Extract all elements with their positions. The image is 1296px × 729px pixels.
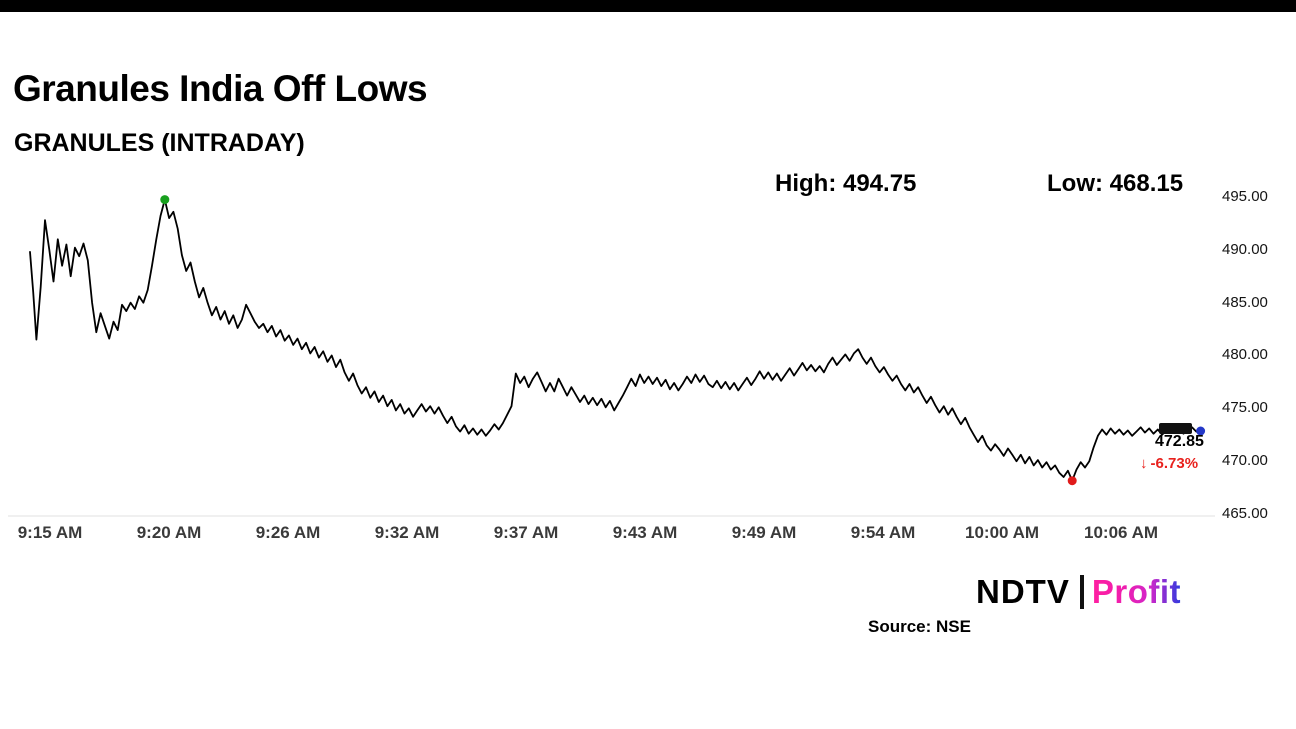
chart-subtitle: GRANULES (INTRADAY) — [14, 129, 305, 157]
down-arrow-icon: ↓ — [1140, 455, 1148, 472]
x-tick-label: 9:49 AM — [731, 523, 797, 542]
last-price-label: 472.85 — [1155, 433, 1204, 450]
low-point-marker — [1067, 476, 1077, 486]
x-tick-label: 9:32 AM — [374, 523, 440, 542]
last-price-marker — [1159, 423, 1192, 434]
logo-separator — [1079, 575, 1084, 609]
x-tick-label: 9:15 AM — [17, 523, 83, 542]
x-tick-label: 9:54 AM — [850, 523, 916, 542]
price-line — [29, 198, 1202, 482]
y-tick-label: 470.00 — [1222, 452, 1268, 470]
price-change-percent: -6.73% — [1150, 455, 1199, 472]
y-tick-label: 475.00 — [1222, 399, 1268, 417]
ndtv-logo-text: NDTV — [976, 573, 1070, 610]
low-value-label: Low: 468.15 — [1047, 170, 1184, 197]
high-point-marker — [160, 195, 170, 205]
chart-title: Granules India Off Lows — [13, 68, 428, 109]
y-tick-label: 495.00 — [1222, 188, 1268, 205]
top-bar — [0, 0, 1296, 12]
y-tick-label: 490.00 — [1222, 240, 1268, 258]
x-tick-label: 9:43 AM — [612, 523, 678, 542]
profit-logo-text: Profit — [1091, 573, 1182, 610]
y-tick-label: 465.00 — [1222, 504, 1268, 522]
x-tick-label: 9:20 AM — [136, 523, 202, 542]
y-tick-label: 485.00 — [1222, 293, 1268, 311]
x-tick-label: 9:37 AM — [493, 523, 559, 542]
source-label: Source: NSE — [868, 617, 971, 636]
x-tick-label: 9:26 AM — [255, 523, 321, 542]
high-value-label: High: 494.75 — [775, 170, 917, 197]
y-tick-label: 480.00 — [1222, 346, 1268, 364]
x-tick-label: 10:06 AM — [1083, 523, 1159, 542]
price-change-label: ↓ -6.73% — [1140, 455, 1198, 472]
ndtv-profit-logo: NDTV Profit — [976, 572, 1181, 612]
x-tick-label: 10:00 AM — [964, 523, 1040, 542]
